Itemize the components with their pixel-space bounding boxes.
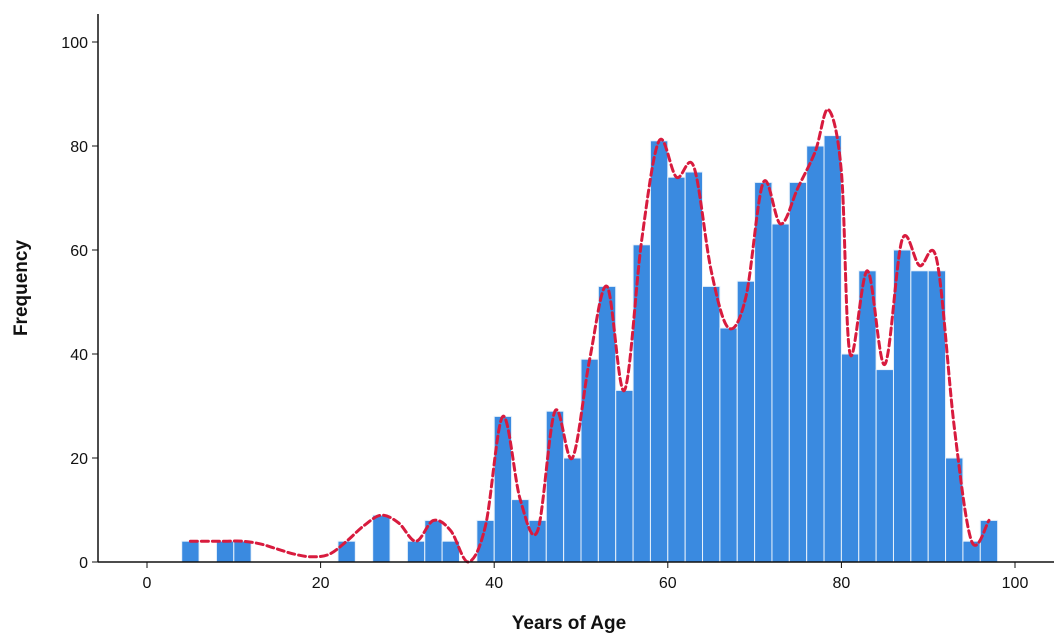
histogram-bar	[181, 540, 200, 563]
y-tick-label: 60	[70, 243, 88, 260]
y-tick-label: 40	[70, 347, 88, 364]
histogram-bar	[528, 519, 547, 563]
histogram-bar	[771, 223, 790, 563]
histogram-bar	[702, 285, 721, 563]
histogram-bar	[406, 540, 426, 563]
histogram-bar	[979, 519, 999, 563]
y-tick-label: 100	[61, 35, 88, 52]
histogram-bar	[840, 353, 860, 563]
histogram-bar	[215, 540, 235, 563]
histogram-bar	[754, 181, 773, 563]
histogram-bar	[875, 369, 894, 563]
histogram-bar	[233, 540, 252, 563]
histogram-bar	[684, 171, 704, 563]
x-tick-label: 60	[659, 575, 677, 592]
histogram-bar	[823, 135, 842, 563]
histogram-bar	[719, 327, 738, 563]
histogram-bar	[858, 270, 877, 563]
x-tick-label: 40	[485, 575, 503, 592]
histogram-bar	[649, 140, 669, 563]
histogram-bar	[736, 280, 756, 563]
histogram-bar	[372, 514, 391, 563]
histogram-bar	[892, 249, 912, 563]
x-axis-title: Years of Age	[512, 613, 626, 634]
x-tick-label: 80	[833, 575, 851, 592]
histogram-bar	[545, 410, 565, 563]
y-tick-label: 0	[79, 555, 88, 572]
bars-group	[181, 135, 999, 563]
histogram-bar	[337, 540, 356, 563]
histogram-bar	[806, 145, 825, 563]
y-tick-label: 80	[70, 139, 88, 156]
x-ticks-group: 0 20 40 60 80 100	[143, 562, 1029, 592]
y-axis-title: Frequency	[11, 240, 32, 337]
x-tick-label: 100	[1002, 575, 1029, 592]
histogram-bar	[910, 270, 929, 563]
y-ticks-group: 0 20 40 60 80 100	[61, 35, 98, 572]
x-tick-label: 0	[143, 575, 152, 592]
histogram-bar	[563, 457, 582, 563]
histogram-bar	[511, 499, 530, 563]
y-tick-label: 20	[70, 451, 88, 468]
histogram-bar	[615, 389, 634, 563]
histogram-bar	[788, 181, 808, 563]
x-tick-label: 20	[312, 575, 330, 592]
histogram-bar	[667, 176, 686, 563]
density-curve	[188, 108, 991, 564]
